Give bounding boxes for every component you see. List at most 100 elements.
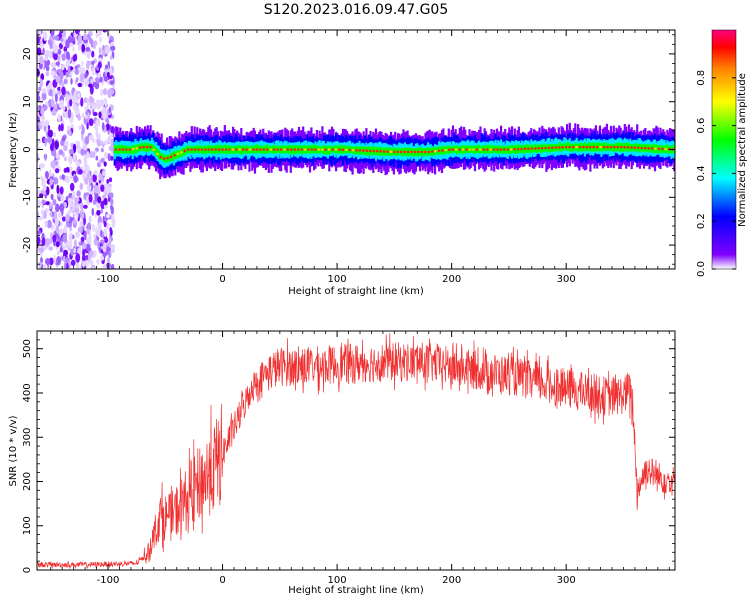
noise-blob [37, 36, 40, 44]
ridge-segment [226, 145, 229, 153]
noise-blob [86, 49, 91, 59]
noise-blob [92, 111, 98, 117]
noise-blob [77, 44, 81, 51]
ridge-segment [659, 144, 662, 154]
noise-blob [72, 46, 75, 52]
ridge-peak [214, 148, 217, 151]
ridge-peak [537, 147, 540, 150]
ridge-peak [248, 148, 252, 151]
ridge-peak [190, 148, 193, 151]
ridge-segment [563, 142, 566, 151]
ridge-peak [193, 148, 197, 151]
noise-blob [112, 84, 115, 89]
ridge-segment [175, 151, 178, 159]
noise-blob [60, 123, 64, 132]
ridge-peak [310, 148, 314, 151]
ridge-peak [492, 148, 496, 151]
ridge-segment [185, 146, 188, 154]
noise-blob [110, 155, 114, 161]
ridge-peak [293, 148, 297, 151]
noise-blob [44, 50, 50, 55]
noise-blob [67, 108, 72, 119]
noise-blob [59, 203, 65, 213]
noise-blob [59, 246, 63, 253]
ridge-peak [156, 152, 159, 156]
noise-blob [93, 234, 97, 239]
noise-blob [49, 143, 55, 152]
ridge-segment [120, 144, 123, 154]
ridge-peak [338, 148, 341, 151]
noise-blob [75, 161, 81, 167]
ridge-segment [329, 146, 332, 154]
noise-region [37, 30, 116, 269]
noise-blob [55, 161, 58, 166]
ridge-segment [179, 150, 182, 158]
noise-blob [101, 122, 105, 131]
noise-blob [63, 249, 68, 257]
ridge-peak [458, 148, 462, 151]
ridge-segment [313, 144, 316, 154]
ridge-peak [530, 147, 534, 150]
noise-blob [41, 91, 47, 101]
snr-y-tick-label: 100 [22, 516, 33, 535]
ridge-segment [583, 142, 586, 151]
noise-blob [60, 196, 64, 202]
ridge-peak [362, 149, 365, 152]
spectral-ridge [113, 122, 675, 180]
noise-blob [47, 129, 53, 138]
ridge-peak [221, 148, 224, 151]
ridge-peak [516, 147, 520, 151]
snr-plot-area [37, 332, 675, 569]
ridge-peak [180, 151, 183, 154]
noise-blob [70, 77, 73, 85]
noise-blob [42, 184, 47, 192]
noise-blob [50, 62, 54, 68]
ridge-peak [186, 148, 190, 151]
noise-blob [60, 240, 63, 247]
ridge-peak [259, 148, 262, 151]
noise-blob [63, 144, 68, 152]
ridge-segment [494, 146, 497, 154]
noise-blob [83, 39, 88, 44]
noise-blob [37, 138, 40, 144]
noise-blob [52, 234, 57, 243]
noise-blob [109, 132, 114, 138]
noise-blob [60, 99, 64, 108]
noise-blob [103, 97, 107, 104]
noise-blob [40, 107, 45, 116]
ridge-segment [315, 145, 318, 154]
spectrogram-y-tick-label: -10 [22, 189, 33, 205]
noise-blob [41, 177, 46, 187]
noise-blob [38, 216, 44, 221]
noise-blob [76, 190, 81, 197]
noise-blob [105, 64, 109, 70]
noise-blob [65, 71, 69, 78]
ridge-segment [123, 146, 126, 154]
noise-blob [37, 211, 40, 221]
noise-blob [93, 43, 96, 50]
noise-blob [110, 244, 115, 253]
noise-blob [70, 259, 76, 266]
colorbar-tick-label: 0.6 [696, 118, 707, 134]
ridge-peak [241, 148, 245, 151]
noise-blob [39, 78, 43, 88]
noise-blob [86, 151, 90, 159]
ridge-segment [581, 144, 584, 152]
noise-blob [91, 151, 96, 159]
spectrogram-y-tick-label: 0 [22, 146, 33, 152]
spectrogram-x-tick-label: 300 [557, 274, 576, 285]
ridge-peak [228, 148, 231, 151]
noise-blob [109, 80, 115, 85]
ridge-peak [602, 145, 606, 149]
noise-blob [107, 135, 112, 143]
ridge-peak [410, 150, 413, 154]
colorbar: 0.0 0.2 0.4 0.6 0.8 Normalized spectral ampl… [696, 29, 748, 277]
noise-blob [65, 93, 70, 103]
noise-blob [105, 45, 110, 55]
colorbar-tick-label: 0.4 [696, 165, 707, 181]
noise-blob [46, 219, 52, 229]
noise-blob [61, 53, 66, 61]
noise-blob [98, 172, 102, 181]
ridge-peak [317, 148, 321, 151]
